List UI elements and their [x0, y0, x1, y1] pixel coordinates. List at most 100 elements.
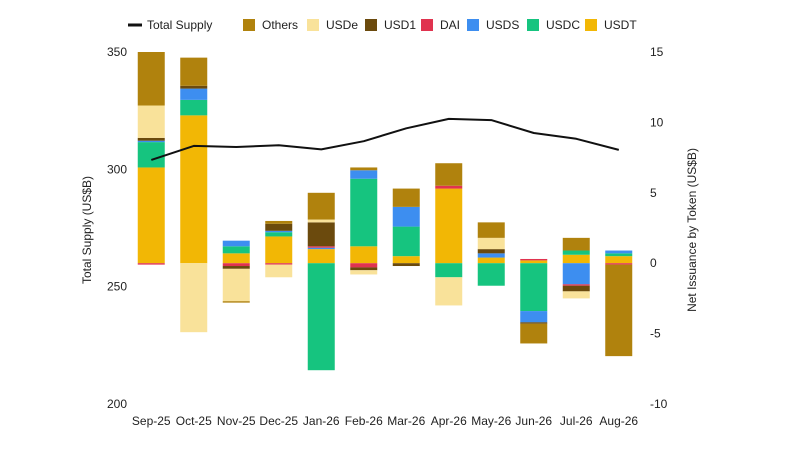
bar-usdc-oct-25 [180, 99, 208, 116]
bar-dai-sep-25 [137, 263, 165, 265]
x-tick-label-apr-26: Apr-26 [431, 414, 467, 428]
bars-layer [137, 52, 633, 371]
x-tick-label-feb-26: Feb-26 [345, 414, 383, 428]
x-tick-label-sep-25: Sep-25 [132, 414, 171, 428]
bar-usd1-feb-26 [350, 267, 378, 271]
bar-usdc-aug-26 [605, 253, 633, 257]
total-supply-line [150, 117, 620, 161]
line-layer [150, 117, 620, 161]
x-tick-label-aug-26: Aug-26 [599, 414, 638, 428]
bar-dai-nov-25 [222, 263, 250, 267]
x-tick-label-jul-26: Jul-26 [560, 414, 593, 428]
bar-usds-sep-25 [137, 140, 165, 143]
legend-label-usdc: USDC [546, 18, 580, 32]
bar-usdt-dec-25 [265, 236, 293, 264]
bar-usde-apr-26 [435, 277, 463, 306]
bar-usde-nov-25 [222, 268, 250, 302]
legend-label-usdt: USDT [604, 18, 637, 32]
right-tick-label-0: 0 [650, 256, 657, 270]
bar-usde-jul-26 [562, 291, 590, 299]
bar-usds-dec-25 [265, 230, 293, 233]
x-tick-label-jun-26: Jun-26 [515, 414, 552, 428]
x-tick-label-oct-25: Oct-25 [176, 414, 212, 428]
left-tick-label-200: 200 [107, 397, 127, 411]
legend-item-usde: USDe [307, 18, 358, 32]
bar-others-feb-26 [350, 167, 378, 171]
left-tick-label-300: 300 [107, 162, 127, 176]
bar-others-jan-26 [307, 192, 335, 220]
bar-others-sep-25 [137, 52, 165, 106]
legend-swatch-usds [467, 19, 479, 31]
bar-usdc-feb-26 [350, 178, 378, 247]
left-tick-label-350: 350 [107, 45, 127, 59]
bar-usdt-may-26 [477, 257, 505, 264]
bar-usde-oct-25 [180, 263, 208, 333]
bar-usdc-apr-26 [435, 263, 463, 278]
bar-usde-sep-25 [137, 105, 165, 138]
legend-label-others: Others [262, 18, 298, 32]
x-tick-label-mar-26: Mar-26 [387, 414, 425, 428]
bar-usds-mar-26 [392, 206, 420, 227]
legend-swatch-usde [307, 19, 319, 31]
legend-item-others: Others [243, 18, 298, 32]
bar-dai-apr-26 [435, 185, 463, 189]
bar-dai-jul-26 [562, 284, 590, 286]
legend-swatch-others [243, 19, 255, 31]
bar-usde-may-26 [477, 237, 505, 250]
right-axis: -10 -5 0 5 10 15 [650, 45, 668, 411]
bar-usdc-jan-26 [307, 263, 335, 371]
right-tick-label-10: 10 [650, 115, 664, 129]
bar-others-nov-25 [222, 301, 250, 303]
x-tick-label-jan-26: Jan-26 [303, 414, 340, 428]
y-axis-title-right: Net Issuance by Token (US$B) [685, 148, 699, 312]
bar-usdc-jul-26 [562, 250, 590, 255]
bar-usds-aug-26 [605, 250, 633, 254]
bar-usdc-sep-25 [137, 142, 165, 168]
legend-label-usds: USDS [486, 18, 519, 32]
bar-usde-dec-25 [265, 264, 293, 278]
bar-usdt-jan-26 [307, 249, 335, 264]
x-tick-label-dec-25: Dec-25 [259, 414, 298, 428]
bar-usde-feb-26 [350, 270, 378, 275]
bar-others-apr-26 [435, 163, 463, 186]
legend-item-usds: USDS [467, 18, 519, 32]
bar-usdt-nov-25 [222, 253, 250, 264]
bar-dai-dec-25 [265, 263, 293, 265]
bar-usd1-jul-26 [562, 285, 590, 292]
x-tick-label-nov-25: Nov-25 [217, 414, 256, 428]
bar-usdc-may-26 [477, 263, 505, 286]
legend: Total Supply Others USDe USD1 DAI USDS USDC USD… [128, 18, 637, 32]
legend-item-usd1: USD1 [365, 18, 416, 32]
bar-dai-jan-26 [307, 246, 335, 248]
legend-label-total-supply: Total Supply [147, 18, 212, 32]
left-axis: 200 250 300 350 [107, 45, 127, 411]
bar-usds-nov-25 [222, 240, 250, 247]
legend-label-usd1: USD1 [384, 18, 416, 32]
bar-usds-jun-26 [520, 311, 548, 323]
right-tick-label-5: 5 [650, 186, 657, 200]
legend-item-usdt: USDT [585, 18, 637, 32]
legend-label-dai: DAI [440, 18, 460, 32]
x-tick-label-may-26: May-26 [471, 414, 511, 428]
bar-usdt-jun-26 [520, 260, 548, 264]
legend-swatch-usdt [585, 19, 597, 31]
bar-others-may-26 [477, 222, 505, 238]
bar-usdc-dec-25 [265, 232, 293, 237]
bar-usd1-jan-26 [307, 222, 335, 247]
bar-usd1-sep-25 [137, 137, 165, 141]
legend-swatch-usd1 [365, 19, 377, 31]
bar-usde-jan-26 [307, 219, 335, 223]
legend-swatch-dai [421, 19, 433, 31]
bar-usd1-may-26 [477, 249, 505, 254]
bar-usdt-oct-25 [180, 115, 208, 264]
bar-usd1-dec-25 [265, 223, 293, 231]
bar-usd1-oct-25 [180, 85, 208, 89]
legend-item-total-supply: Total Supply [128, 18, 212, 32]
bar-dai-aug-26 [605, 263, 633, 265]
bar-usd1-nov-25 [222, 266, 250, 269]
bar-dai-jun-26 [520, 258, 548, 261]
bar-others-jun-26 [520, 323, 548, 344]
bar-usd1-jun-26 [520, 322, 548, 324]
bar-usds-may-26 [477, 253, 505, 258]
